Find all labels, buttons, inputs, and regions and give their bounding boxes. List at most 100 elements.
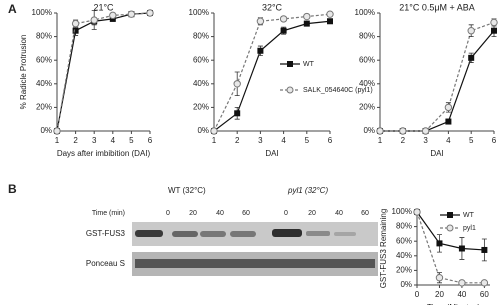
chart-title: 21°C 0.5μM + ABA xyxy=(399,2,475,12)
marker xyxy=(458,245,465,252)
chart: 0% 20% 40% 60% 80% 100% 0 20 40 60 Time (Minutes) G… xyxy=(379,207,490,305)
time-tick: 20 xyxy=(189,210,197,217)
marker xyxy=(435,274,444,282)
series-line xyxy=(380,30,495,132)
x-tick-label: 4 xyxy=(446,136,451,145)
legend-marker xyxy=(286,86,294,94)
marker xyxy=(376,127,384,135)
time-tick: 0 xyxy=(284,210,288,217)
series-line xyxy=(416,211,485,284)
marker xyxy=(467,27,475,35)
row-label: GST-FUS3 xyxy=(86,229,126,238)
x-tick-label: 5 xyxy=(129,136,134,145)
legend-label: WT xyxy=(303,61,315,68)
y-tick-label: 0% xyxy=(197,126,209,135)
time-tick: 20 xyxy=(308,210,316,217)
marker xyxy=(303,20,310,27)
x-tick-label: 1 xyxy=(212,136,217,145)
marker xyxy=(210,127,218,135)
y-tick-label: 60% xyxy=(36,55,52,64)
band xyxy=(135,230,163,237)
chart: 0% 20% 40% 60% 80% 100% 1 2 3 4 5 6 21°C Days after i… xyxy=(19,2,154,158)
y-tick-label: 20% xyxy=(193,103,209,112)
legend-marker xyxy=(447,212,453,218)
panel-label: B xyxy=(8,182,17,196)
x-axis-label: DAI xyxy=(430,149,443,158)
band xyxy=(334,232,356,236)
x-tick-label: 5 xyxy=(469,136,474,145)
marker xyxy=(146,9,154,17)
time-tick: 0 xyxy=(166,210,170,217)
series-line xyxy=(416,211,485,251)
marker xyxy=(399,127,407,135)
marker xyxy=(303,12,311,21)
y-tick-label: 100% xyxy=(355,8,375,17)
y-tick-label: 80% xyxy=(36,32,52,41)
time-tick: 60 xyxy=(242,210,250,217)
series-line xyxy=(213,20,331,132)
y-tick-label: 100% xyxy=(392,207,412,216)
marker xyxy=(436,240,443,247)
x-tick-label: 3 xyxy=(92,136,97,145)
band xyxy=(230,231,256,237)
x-tick-label: 2 xyxy=(235,136,240,145)
x-tick-label: 4 xyxy=(281,136,286,145)
legend-label: SALK_054640C (pyl1) xyxy=(303,87,373,94)
marker xyxy=(458,279,466,287)
legend-label: pyl1 xyxy=(463,225,476,232)
y-tick-label: 80% xyxy=(359,32,375,41)
y-axis-label: GST-FUS3 Remaining xyxy=(379,209,388,289)
panel-label: A xyxy=(8,2,17,16)
marker xyxy=(256,17,265,25)
band xyxy=(200,231,226,237)
series-line xyxy=(213,13,331,132)
marker xyxy=(326,10,334,18)
marker xyxy=(421,127,430,135)
y-tick-label: 60% xyxy=(193,55,209,64)
x-tick-label: 4 xyxy=(111,136,116,145)
legend-marker xyxy=(446,224,454,232)
y-tick-label: 0% xyxy=(363,126,375,135)
marker xyxy=(109,11,117,20)
y-tick-label: 20% xyxy=(36,103,52,112)
y-tick-label: 100% xyxy=(32,8,52,17)
chart: 0% 20% 40% 60% 80% 100% 1 2 3 4 5 6 32°C DAI WT SALK_05… xyxy=(189,2,373,158)
blot: WT (32°C) pyl1 (32°C) Time (min) GST-FUS… xyxy=(86,186,378,276)
x-tick-label: 6 xyxy=(492,136,497,145)
marker xyxy=(53,127,61,135)
blot-group: WT (32°C) xyxy=(168,186,206,195)
legend-marker xyxy=(287,61,293,67)
band xyxy=(135,259,375,268)
marker xyxy=(71,19,80,28)
marker xyxy=(445,118,452,125)
marker xyxy=(233,80,241,88)
marker xyxy=(90,16,98,24)
marker xyxy=(490,18,498,27)
blot-group: pyl1 (32°C) xyxy=(287,186,328,195)
marker xyxy=(327,18,333,25)
y-tick-label: 40% xyxy=(359,79,375,88)
band xyxy=(272,229,302,237)
x-tick-label: 1 xyxy=(378,136,383,145)
marker xyxy=(480,279,489,287)
x-axis-label: Time (Minutes) xyxy=(427,303,480,305)
x-axis-label: Days after imbibition (DAI) xyxy=(57,149,151,158)
marker xyxy=(234,110,241,117)
marker xyxy=(279,15,288,23)
band xyxy=(306,231,330,236)
y-tick-label: 60% xyxy=(396,236,412,245)
y-tick-label: 40% xyxy=(36,79,52,88)
x-tick-label: 6 xyxy=(328,136,333,145)
x-axis-label: DAI xyxy=(265,149,278,158)
time-tick: 40 xyxy=(335,210,343,217)
y-axis-label: % Radicle Protrusion xyxy=(19,35,28,110)
x-tick-label: 40 xyxy=(457,290,466,299)
x-tick-label: 60 xyxy=(480,290,489,299)
y-tick-label: 20% xyxy=(396,266,412,275)
band xyxy=(172,231,198,237)
time-tick: 40 xyxy=(216,210,224,217)
marker xyxy=(491,27,497,34)
x-tick-label: 1 xyxy=(55,136,60,145)
marker xyxy=(257,47,264,54)
